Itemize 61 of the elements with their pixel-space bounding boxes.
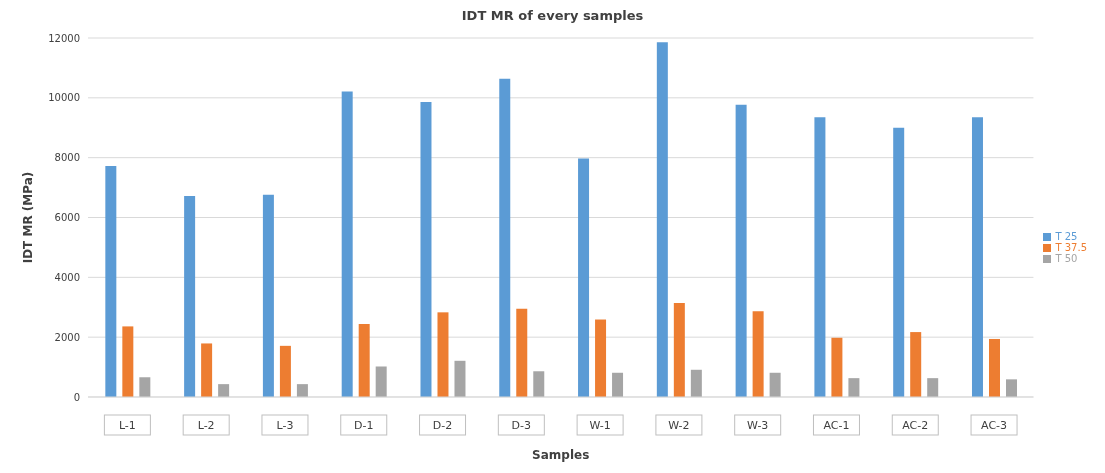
bar [769, 372, 781, 397]
bar [735, 104, 747, 397]
bar [296, 384, 308, 397]
legend-label: T 37.5 [1055, 242, 1087, 253]
x-tick-label: D-1 [354, 419, 374, 432]
bar [673, 303, 685, 397]
legend-label: T 50 [1055, 253, 1078, 264]
bar [690, 369, 702, 397]
chart-title: IDT MR of every samples [460, 8, 645, 25]
bar [752, 311, 764, 397]
bar [279, 345, 291, 397]
bar [612, 372, 624, 397]
bar [927, 378, 939, 397]
y-tick-label: 6000 [54, 212, 80, 224]
bar [831, 337, 843, 397]
bar [218, 384, 230, 397]
bar [262, 194, 274, 397]
bar [499, 78, 511, 397]
bar [420, 102, 432, 397]
legend-label: T 25 [1055, 231, 1078, 242]
bar [893, 127, 905, 397]
x-tick-label: L-1 [118, 419, 136, 432]
bar [358, 324, 370, 397]
bar [595, 319, 607, 397]
bar [971, 117, 983, 397]
bar [533, 371, 545, 397]
bar [375, 366, 387, 397]
bar [656, 42, 668, 397]
y-tick-label: 4000 [54, 271, 80, 283]
bar [910, 332, 922, 397]
y-tick-label: 10000 [48, 92, 80, 104]
y-tick-label: 8000 [54, 152, 80, 164]
y-tick-label: 0 [73, 391, 80, 403]
bar [122, 326, 134, 397]
x-tick-label: AC-3 [981, 419, 1008, 432]
bar [341, 91, 353, 397]
x-tick-label: L-2 [197, 419, 215, 432]
x-tick-label: AC-2 [902, 419, 929, 432]
x-axis-title: Samples [532, 448, 590, 462]
x-tick-label: D-2 [432, 419, 453, 432]
y-tick-label: 12000 [48, 32, 80, 44]
x-tick-label: W-2 [668, 419, 690, 432]
bar [184, 195, 196, 397]
x-tick-label: AC-1 [823, 419, 850, 432]
bar [1005, 379, 1017, 397]
x-tick-label: W-1 [589, 419, 611, 432]
bar [578, 158, 590, 397]
bar [814, 117, 826, 397]
bar [201, 343, 213, 397]
y-axis-title: IDT MR (MPa) [21, 171, 36, 264]
x-tick-label: W-3 [746, 419, 769, 432]
bar [454, 360, 466, 397]
bar [516, 308, 528, 397]
x-tick-label: D-3 [511, 419, 532, 432]
y-tick-label: 2000 [54, 331, 80, 343]
bar [988, 338, 1000, 397]
bar [848, 378, 860, 397]
bar [139, 377, 151, 397]
bar [105, 166, 117, 397]
x-tick-label: L-3 [276, 419, 294, 432]
bar [437, 312, 449, 397]
